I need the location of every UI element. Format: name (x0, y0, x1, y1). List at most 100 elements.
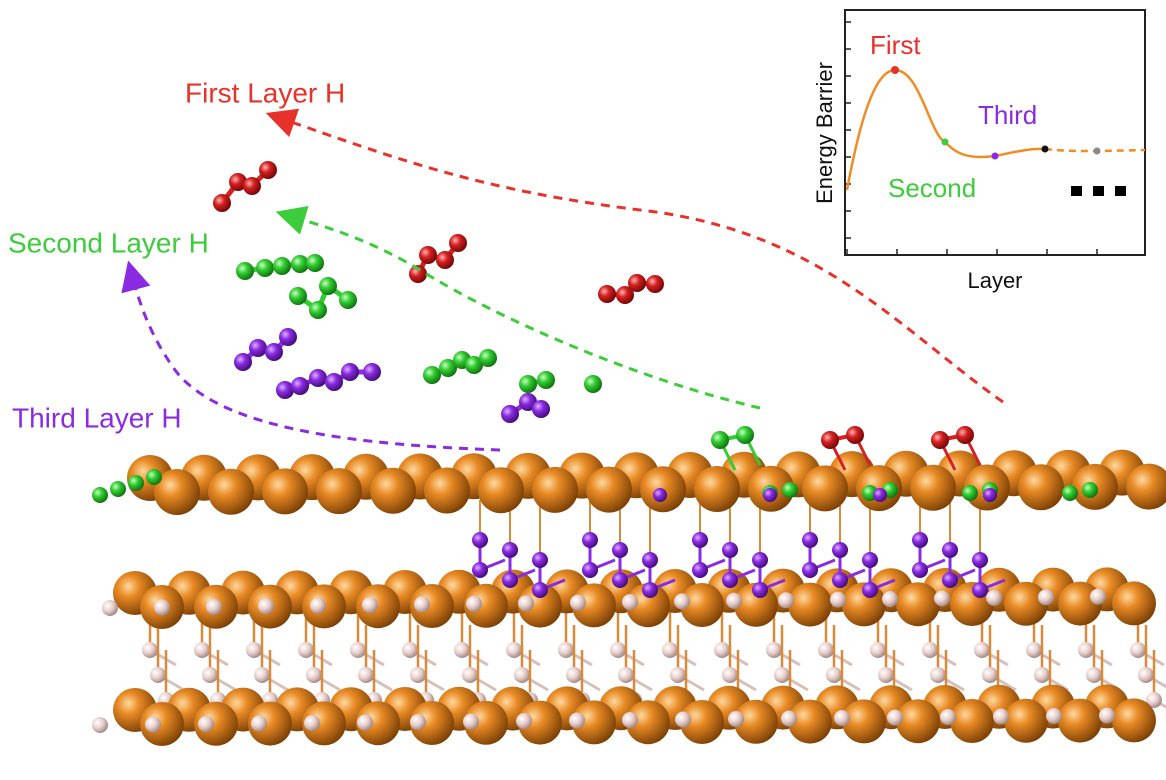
atom (206, 599, 222, 615)
atom (781, 711, 797, 727)
atom (662, 642, 678, 658)
inset-y-label: Energy Barrier (812, 62, 837, 204)
atom (1078, 642, 1094, 658)
atom (279, 328, 297, 346)
third-layer-label: Third Layer H (12, 402, 182, 433)
point-fourth (1042, 146, 1049, 153)
atom (110, 481, 126, 497)
atom (653, 488, 667, 502)
atom (362, 597, 378, 613)
atom (150, 667, 166, 683)
slab (92, 426, 1166, 746)
atom (714, 642, 730, 658)
atom (598, 285, 616, 303)
atom (309, 369, 327, 387)
molecules (213, 161, 664, 423)
atom (726, 593, 742, 609)
atom (993, 709, 1009, 725)
ellipsis-dot (1115, 186, 1126, 196)
atom (694, 466, 740, 512)
atom (502, 572, 518, 588)
atom (259, 161, 277, 179)
atom (878, 667, 894, 683)
atom (622, 712, 638, 728)
atom (454, 642, 470, 658)
atom (1099, 708, 1115, 724)
atom (306, 667, 322, 683)
atom (501, 405, 519, 423)
atom (291, 377, 309, 395)
atom (316, 468, 362, 514)
atom (982, 667, 998, 683)
inset-third: Third (978, 100, 1037, 130)
atom (213, 194, 231, 212)
atom (956, 426, 974, 444)
atom (1138, 667, 1154, 683)
atom (778, 592, 794, 608)
atom (942, 572, 958, 588)
atom (304, 715, 320, 731)
atom (472, 562, 488, 578)
atom (711, 431, 729, 449)
atom (537, 371, 555, 389)
inset-x-label: Layer (967, 268, 1022, 293)
atom (832, 542, 848, 558)
atom (463, 714, 479, 730)
atom (532, 467, 578, 513)
atom (986, 590, 1002, 606)
atom (582, 562, 598, 578)
atom (832, 572, 848, 588)
point-first (891, 66, 899, 74)
atom (1112, 698, 1156, 742)
first-layer-label: First Layer H (185, 77, 345, 108)
atom (930, 667, 946, 683)
atom (612, 542, 628, 558)
atom (675, 712, 691, 728)
atom (92, 717, 108, 733)
atom (628, 274, 646, 292)
atom (319, 277, 337, 295)
point-third (992, 153, 999, 160)
inset-first: First (870, 30, 921, 60)
atom (410, 667, 426, 683)
atom (506, 642, 522, 658)
atom (974, 642, 990, 658)
atom (873, 488, 887, 502)
atom (208, 469, 254, 515)
atom (436, 251, 454, 269)
atom (414, 596, 430, 612)
atom (736, 426, 754, 444)
atom (202, 667, 218, 683)
atom (1004, 582, 1048, 626)
atom (862, 582, 878, 598)
atom (802, 532, 818, 548)
atom (1130, 642, 1146, 658)
atom (1004, 699, 1048, 743)
atom (249, 339, 267, 357)
atom (896, 582, 940, 626)
atom (1062, 485, 1078, 501)
atom (154, 599, 170, 615)
atom (532, 582, 548, 598)
atom (882, 591, 898, 607)
atom (410, 714, 426, 730)
atom (942, 542, 958, 558)
point-fifth (1094, 148, 1101, 155)
atom (582, 532, 598, 548)
atom (752, 582, 768, 598)
atom (818, 642, 834, 658)
atom (972, 582, 988, 598)
atom (258, 598, 274, 614)
atom (145, 717, 161, 733)
atom (1112, 581, 1156, 625)
atom (612, 572, 628, 588)
atom (246, 642, 262, 658)
atom (940, 709, 956, 725)
atom (558, 642, 574, 658)
atom (752, 552, 768, 568)
atom (692, 532, 708, 548)
atom (128, 475, 144, 491)
atom (983, 488, 997, 502)
atom (722, 667, 738, 683)
ellipsis-dot (1093, 186, 1104, 196)
